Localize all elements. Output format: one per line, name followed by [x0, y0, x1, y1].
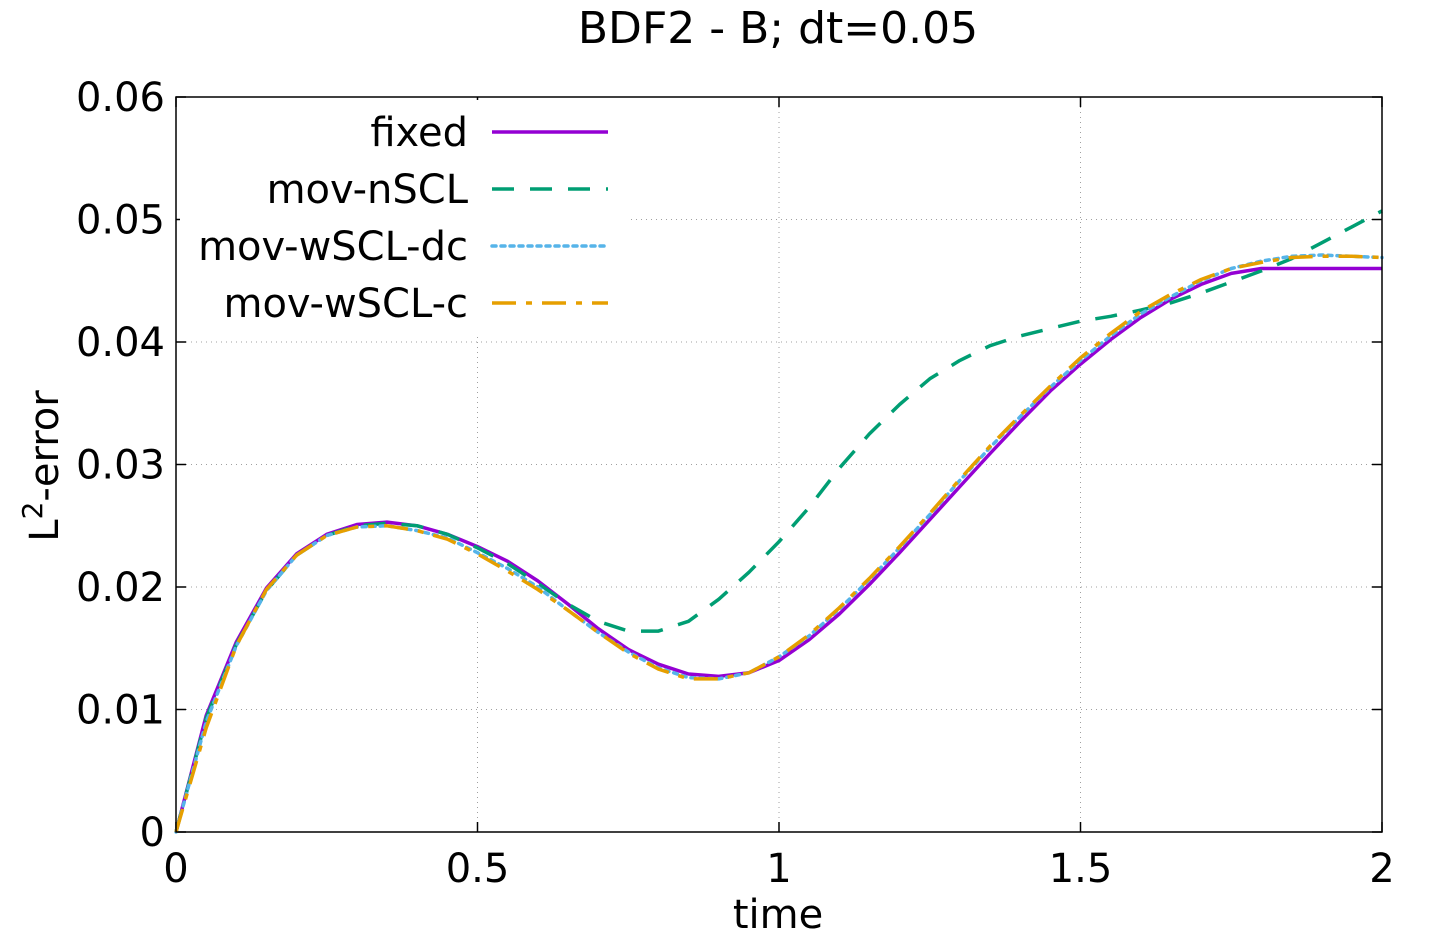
y-tick-label: 0.03 [76, 443, 165, 489]
legend-label: mov-nSCL [267, 167, 469, 213]
legend-label: fixed [370, 110, 468, 156]
series-line-mov-nSCL [174, 209, 1383, 833]
x-tick-label: 0.5 [446, 846, 510, 892]
y-axis-label-base: L [22, 519, 68, 542]
y-tick-label: 0.06 [76, 75, 165, 121]
plot-frame [175, 96, 1383, 833]
x-tick-label: 1.5 [1049, 846, 1113, 892]
tick-labels: 0 0.5 1 1.5 2 0 0.01 0.02 0.03 0.04 0.05 0.06 [76, 75, 1395, 892]
x-tick-label: 0 [163, 846, 188, 892]
y-axis-label: L2-error [16, 390, 68, 542]
x-axis-label: time [733, 892, 823, 938]
chart-title: BDF2 - B; dt=0.05 [578, 3, 978, 54]
y-tick-label: 0 [140, 810, 165, 856]
y-tick-label: 0.05 [76, 198, 165, 244]
series-group [174, 209, 1384, 834]
y-axis-label-sup: 2 [16, 502, 49, 520]
y-tick-label: 0.02 [76, 565, 165, 611]
x-tick-label: 1 [766, 846, 791, 892]
legend-label: mov-wSCL-c [223, 281, 468, 327]
series-line-mov-wSCL-c [174, 254, 1383, 833]
x-tick-label: 2 [1369, 846, 1394, 892]
legend: fixed mov-nSCL mov-wSCL-dc mov-wSCL-c [180, 100, 628, 336]
y-tick-label: 0.01 [76, 688, 165, 734]
legend-background [180, 100, 628, 336]
y-axis-label-rest: -error [22, 390, 68, 502]
y-tick-label: 0.04 [76, 320, 165, 366]
legend-label: mov-wSCL-dc [198, 224, 468, 270]
